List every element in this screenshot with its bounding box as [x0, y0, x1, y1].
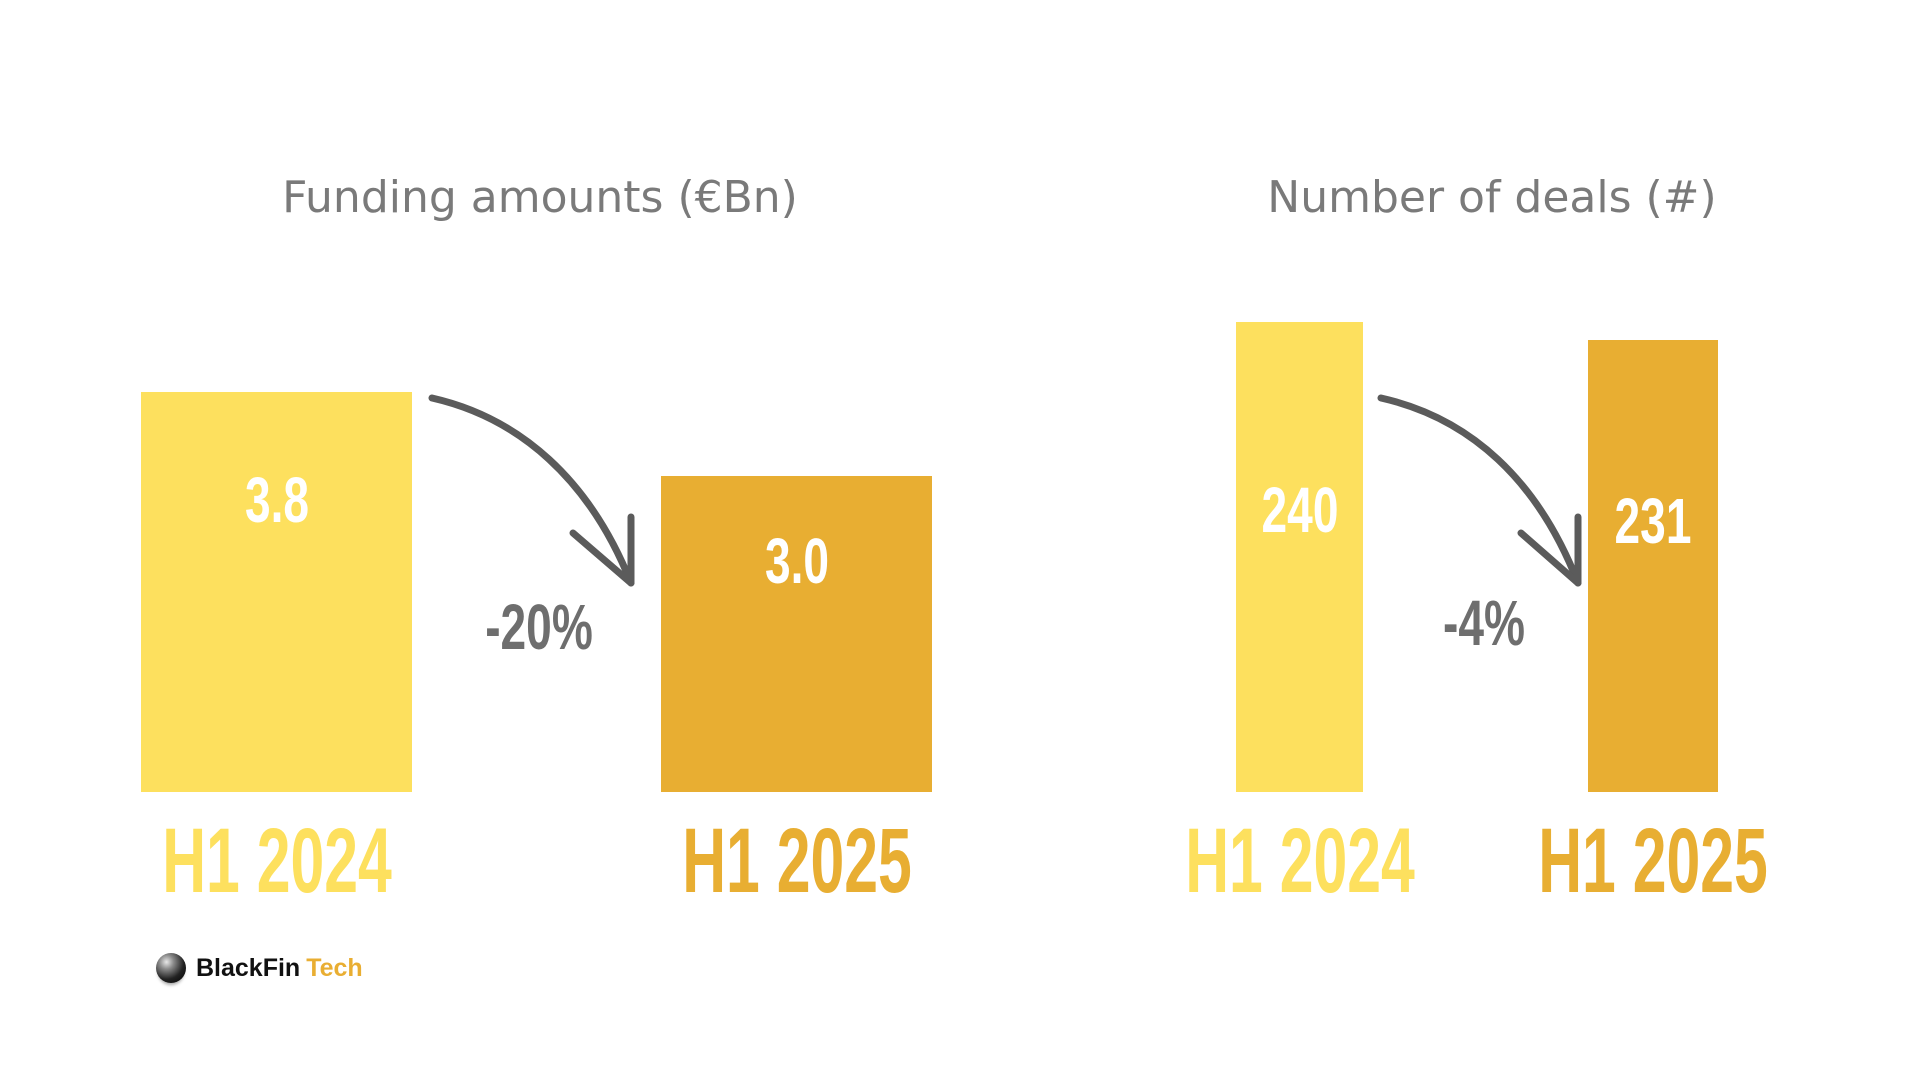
sphere-logo-icon: [156, 953, 186, 983]
change-percentage-label: -4%: [1443, 587, 1525, 659]
category-label: H1 2024: [161, 810, 392, 912]
chart-title: Number of deals (#): [1267, 172, 1717, 223]
category-label: H1 2025: [681, 810, 912, 912]
logo-text: BlackFin Tech: [196, 954, 363, 983]
bar-h1-2024: [141, 392, 412, 792]
change-percentage-label: -20%: [485, 591, 593, 663]
bar-value-label: 240: [1261, 474, 1338, 546]
chart-title: Funding amounts (€Bn): [282, 172, 798, 223]
bar-value-label: 231: [1614, 484, 1692, 557]
bar-value-label: 3.8: [244, 464, 309, 536]
bar-h1-2025: [661, 476, 932, 792]
category-label: H1 2025: [1538, 810, 1768, 912]
bar-h1-2024: [1236, 322, 1363, 792]
category-label: H1 2024: [1184, 810, 1415, 912]
logo-word-tech: Tech: [306, 953, 363, 982]
curved-down-arrow-icon: [428, 394, 635, 587]
logo-word-blackfin: BlackFin: [196, 953, 301, 982]
bar-value-label: 3.0: [764, 525, 829, 598]
curved-down-arrow-icon: [1377, 394, 1582, 587]
bar-h1-2025: [1588, 339, 1718, 792]
blackfin-tech-logo: BlackFin Tech: [156, 948, 363, 988]
